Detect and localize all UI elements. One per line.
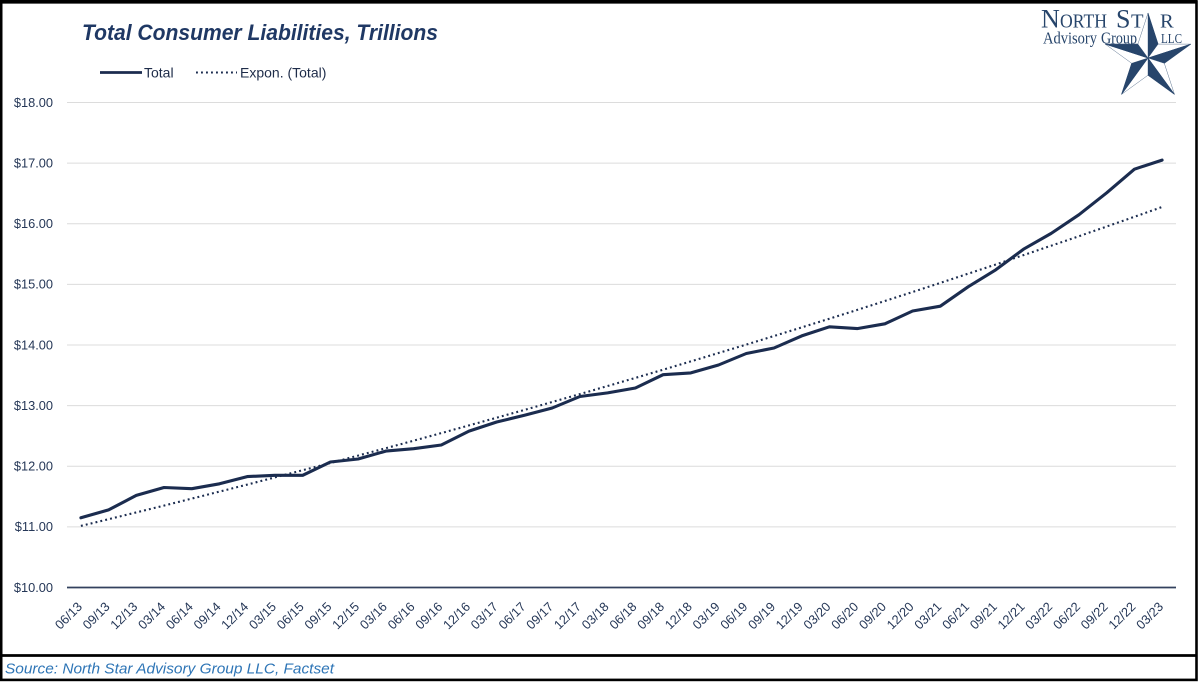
svg-text:Total: Total — [144, 64, 174, 80]
svg-text:Group: Group — [1101, 29, 1137, 48]
svg-text:Expon. (Total): Expon. (Total) — [240, 64, 326, 80]
svg-text:$11.00: $11.00 — [15, 519, 53, 534]
svg-text:Total Consumer Liabilities, Tr: Total Consumer Liabilities, Trillions — [82, 20, 438, 45]
svg-text:LLC: LLC — [1161, 31, 1182, 46]
svg-text:Source: North Star Advisory Gr: Source: North Star Advisory Group LLC, F… — [5, 660, 335, 677]
svg-text:$13.00: $13.00 — [14, 398, 53, 413]
svg-text:N: N — [1041, 5, 1060, 34]
svg-text:$16.00: $16.00 — [14, 216, 53, 231]
svg-text:$12.00: $12.00 — [14, 459, 53, 474]
svg-text:ORTH: ORTH — [1060, 11, 1107, 33]
svg-text:S: S — [1116, 5, 1130, 34]
svg-text:$10.00: $10.00 — [14, 580, 53, 595]
svg-text:Advisory: Advisory — [1043, 29, 1098, 48]
svg-text:R: R — [1160, 11, 1174, 33]
svg-text:$18.00: $18.00 — [14, 95, 53, 110]
svg-text:T: T — [1131, 11, 1144, 33]
svg-text:$17.00: $17.00 — [14, 155, 53, 170]
svg-text:$14.00: $14.00 — [14, 337, 53, 352]
svg-text:$15.00: $15.00 — [14, 277, 53, 292]
